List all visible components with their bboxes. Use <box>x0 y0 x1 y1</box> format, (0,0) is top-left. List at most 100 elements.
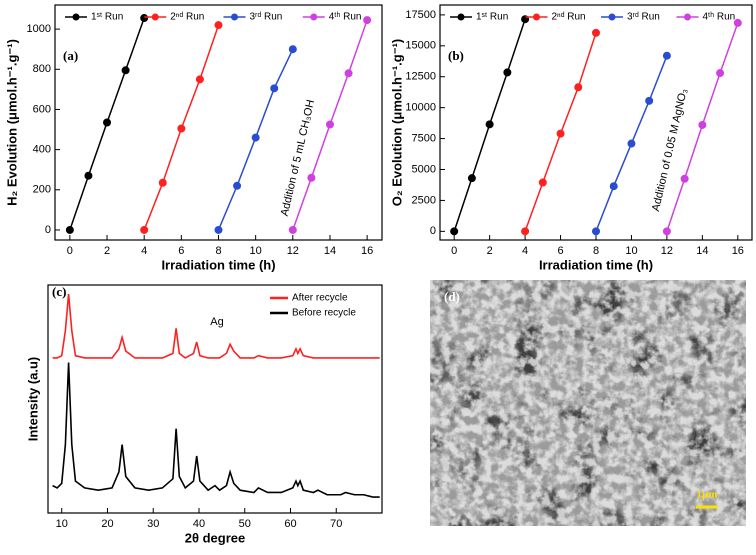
legend-label: 3ʳᵈ Run <box>627 12 660 23</box>
x-tick-label: 10 <box>56 518 68 530</box>
data-point <box>592 28 600 37</box>
chart-panel: 0 2 4 6 8 10 12 14 16 0 200 400 600 800 1000 Irradiatio… <box>4 4 383 272</box>
x-tick-label: 6 <box>557 245 563 257</box>
x-axis-title: Irradiation time (h) <box>161 257 275 272</box>
data-point <box>556 129 565 138</box>
legend-label: 3ʳᵈ Run <box>250 12 283 23</box>
series-line <box>52 362 380 498</box>
x-tick-label: 16 <box>732 245 744 257</box>
y-tick-label: 17500 <box>405 9 436 21</box>
data-point <box>521 227 530 236</box>
x-tick-label: 8 <box>593 245 599 257</box>
data-point <box>662 227 671 236</box>
data-point <box>485 120 494 129</box>
x-tick-label: 40 <box>193 518 205 530</box>
legend-label: Before recycle <box>292 308 356 319</box>
x-axis-title: 2θ degree <box>185 530 246 545</box>
legend-label: 2ⁿᵈ Run <box>170 12 204 23</box>
series-line <box>52 294 380 359</box>
x-axis-title: Irradiation time (h) <box>539 257 653 272</box>
x-tick-label: 16 <box>361 245 373 257</box>
legend-marker <box>608 13 616 21</box>
y-tick-label: 7500 <box>412 132 436 144</box>
x-tick-label: 10 <box>625 245 637 257</box>
data-point <box>450 227 459 236</box>
x-tick-label: 4 <box>522 245 528 257</box>
legend-label: 2ⁿᵈ Run <box>552 12 586 23</box>
legend-marker <box>72 13 80 21</box>
data-point <box>121 66 130 75</box>
y-axis-title: H₂ Evolution (μmol.h⁻¹.g⁻¹) <box>4 39 19 206</box>
x-tick-label: 60 <box>284 518 296 530</box>
legend-label: 1ˢᵗ Run <box>91 12 123 23</box>
data-point <box>325 120 334 129</box>
panel-label: (c) <box>52 284 66 299</box>
legend-label: 1ˢᵗ Run <box>476 12 508 23</box>
data-point <box>233 181 242 190</box>
y-tick-label: 10000 <box>405 102 436 114</box>
data-point <box>645 96 654 105</box>
scale-bar-label: 1μm <box>697 489 718 501</box>
y-tick-label: 0 <box>45 224 51 236</box>
data-point <box>195 75 204 84</box>
data-point <box>680 174 689 183</box>
annotation: Addition of 0.05 M AgNO₃ <box>650 87 690 212</box>
x-tick-label: 20 <box>101 518 113 530</box>
data-point <box>65 225 74 234</box>
x-tick-label: 4 <box>141 245 147 257</box>
data-point <box>251 133 260 142</box>
x-tick-label: 70 <box>330 518 342 530</box>
x-tick-label: 30 <box>147 518 159 530</box>
chart-panel: 10 20 30 40 50 60 70 2θ degree Intensity (a.u) (c… <box>25 284 383 545</box>
y-tick-label: 12500 <box>405 71 436 83</box>
data-point <box>158 178 167 187</box>
data-point <box>140 225 149 234</box>
data-point <box>538 178 547 187</box>
sem-flakes <box>430 280 746 526</box>
data-point <box>363 16 372 25</box>
legend-marker <box>310 13 318 21</box>
annotation: Addition of 5 mL CH₃OH <box>279 99 317 218</box>
data-point <box>288 45 297 54</box>
data-point <box>733 18 742 27</box>
x-tick-label: 12 <box>661 245 673 257</box>
data-point <box>177 124 186 133</box>
legend-marker <box>533 13 540 21</box>
data-point <box>592 227 600 236</box>
sem-image: (d) 1μm <box>430 280 746 526</box>
data-point <box>344 69 353 78</box>
data-point <box>84 171 93 180</box>
data-point <box>467 174 476 183</box>
y-axis-title: O₂ Evolution (μmol.h⁻¹.g⁻¹) <box>389 39 404 207</box>
y-axis-title: Intensity (a.u) <box>25 357 40 442</box>
y-tick-label: 2500 <box>412 194 436 206</box>
panel-label: (a) <box>63 48 78 63</box>
data-point <box>716 69 725 78</box>
data-point <box>662 51 671 60</box>
data-point <box>103 118 112 127</box>
x-tick-label: 10 <box>250 245 262 257</box>
x-tick-label: 50 <box>239 518 251 530</box>
x-tick-label: 0 <box>67 245 73 257</box>
data-point <box>288 225 297 234</box>
panel-label: (d) <box>444 289 460 304</box>
x-tick-label: 6 <box>178 245 184 257</box>
x-tick-label: 2 <box>487 245 493 257</box>
data-point <box>503 68 512 77</box>
legend-marker <box>684 13 691 21</box>
panel-label: (b) <box>448 48 464 63</box>
legend-label: After recycle <box>292 293 348 304</box>
y-tick-label: 600 <box>33 103 51 115</box>
legend-label: 4ᵗʰ Run <box>329 12 362 23</box>
data-point <box>214 225 223 234</box>
x-tick-label: 12 <box>287 245 299 257</box>
x-tick-label: 0 <box>451 245 457 257</box>
x-tick-label: 2 <box>104 245 110 257</box>
data-point <box>307 173 316 182</box>
y-tick-label: 200 <box>33 184 51 196</box>
annotation: Ag <box>210 316 223 328</box>
data-point <box>574 83 583 92</box>
y-tick-label: 0 <box>430 225 436 237</box>
data-point <box>214 21 223 30</box>
